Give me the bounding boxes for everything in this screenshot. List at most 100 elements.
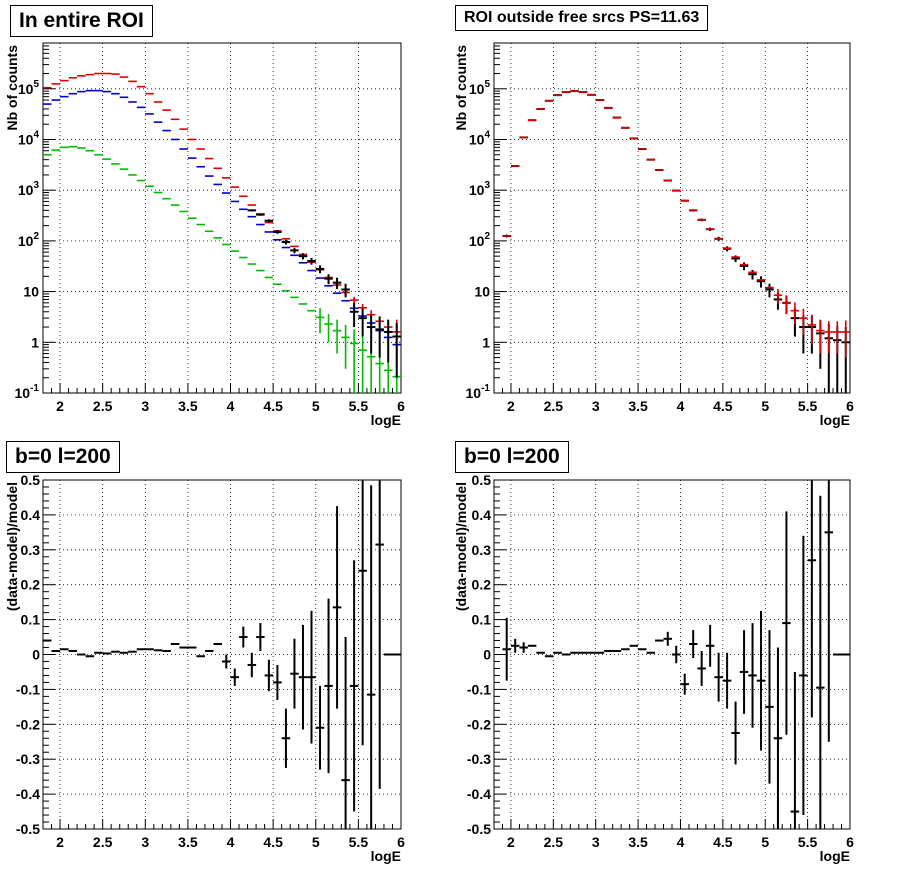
x-tick-label: 2 [56, 398, 64, 414]
data-point [722, 652, 732, 709]
x-tick-label: 5 [312, 834, 320, 850]
y-tick-label: -0.4 [16, 786, 40, 802]
x-axis-label: logE [371, 848, 401, 864]
data-point [349, 296, 359, 304]
x-tick-label: 3.5 [178, 834, 198, 850]
data-point [273, 230, 282, 234]
y-tick-label: 0.2 [21, 577, 41, 593]
x-tick-label: 5 [761, 834, 769, 850]
y-tick-label: 0 [32, 647, 40, 663]
data-point [230, 668, 240, 686]
data-point [773, 288, 783, 304]
data-point [307, 257, 316, 265]
data-point [383, 319, 393, 363]
x-tick-label: 2 [56, 834, 64, 850]
data-point [264, 659, 274, 692]
data-point [824, 321, 834, 354]
y-axis-ticks [494, 42, 506, 394]
x-axis-label: logE [371, 412, 401, 428]
y-tick-label: -0.5 [467, 821, 491, 837]
y-tick-label: 103 [18, 180, 40, 198]
data-point [799, 308, 808, 335]
data-point [349, 329, 359, 393]
data-point [833, 321, 842, 354]
data-point [247, 209, 257, 212]
data-point [748, 623, 757, 728]
data-point [375, 480, 384, 789]
data-point [782, 295, 791, 315]
y-axis-ticks [43, 42, 55, 394]
x-tick-label: 3.5 [628, 834, 648, 850]
x-tick-label: 2.5 [544, 398, 564, 414]
data-point [349, 560, 359, 812]
grid [43, 43, 402, 394]
data-point [366, 315, 376, 354]
y-tick-label: 1 [31, 334, 39, 350]
data-point [824, 480, 834, 742]
data-point [222, 654, 231, 669]
y-axis-label: Nb of counts [453, 45, 469, 131]
grid [43, 479, 402, 830]
data-point [315, 265, 325, 274]
data-point [332, 319, 342, 354]
x-tick-label: 5.5 [349, 834, 369, 850]
plot-frame [42, 42, 402, 394]
data-point [375, 317, 384, 358]
data-point [307, 610, 316, 744]
data-point [739, 262, 749, 271]
data-point [341, 637, 350, 829]
x-tick-label: 2.5 [93, 834, 113, 850]
y-tick-label: 0.1 [472, 612, 492, 628]
y-tick-label: 10-1 [15, 383, 40, 401]
data-point [358, 480, 367, 746]
x-tick-label: 4.5 [263, 398, 283, 414]
y-tick-label: 0.4 [21, 507, 41, 523]
y-axis-label: (data-model)/model [453, 482, 469, 611]
y-tick-label: -0.5 [16, 821, 40, 837]
y-tick-exponent: 2 [33, 231, 39, 242]
y-axis-ticks [43, 479, 55, 830]
x-tick-label: 5 [312, 398, 320, 414]
y-tick-label: 0.3 [21, 542, 41, 558]
y-tick-label: 0.5 [472, 472, 492, 488]
data-point [273, 664, 282, 700]
data-point [680, 673, 689, 695]
data-point [782, 511, 791, 735]
data-point [332, 506, 342, 709]
y-tick-exponent: 5 [484, 79, 490, 90]
data-point [324, 598, 333, 774]
pad-bottom-right: 2 2.5 3 3.5 4 4.5 5 5.5 6 logE -0.5 -0.4 -0.3 -0.2 -0.… [449, 437, 898, 875]
data-point [324, 274, 333, 285]
data-point [663, 631, 672, 646]
data-point [281, 239, 291, 245]
chart-title: b=0 l=200 [6, 441, 120, 473]
y-tick-label: 105 [18, 79, 40, 97]
data-point [290, 247, 299, 254]
x-tick-label: 6 [397, 834, 405, 850]
data-point [765, 630, 774, 784]
data-point [816, 495, 825, 829]
y-tick-label: -0.3 [467, 751, 491, 767]
y-tick-label: 0.4 [472, 507, 492, 523]
x-tick-label: 2.5 [544, 834, 564, 850]
data-point [341, 324, 350, 369]
x-tick-label: 6 [397, 398, 405, 414]
data-point [502, 617, 511, 681]
plot-frame [493, 42, 851, 394]
x-tick-label: 5.5 [349, 398, 369, 414]
data-point [765, 283, 774, 298]
y-tick-label: 104 [469, 129, 491, 147]
series-1 [502, 90, 850, 358]
data-point [298, 253, 308, 260]
x-tick-label: 5.5 [798, 834, 818, 850]
y-tick-label: 0.5 [21, 472, 41, 488]
y-tick-exponent: 3 [33, 180, 39, 191]
y-tick-label: 0.2 [472, 577, 492, 593]
chart-title: b=0 l=200 [455, 441, 569, 473]
data-point [816, 319, 825, 354]
y-tick-exponent: 4 [33, 129, 39, 140]
